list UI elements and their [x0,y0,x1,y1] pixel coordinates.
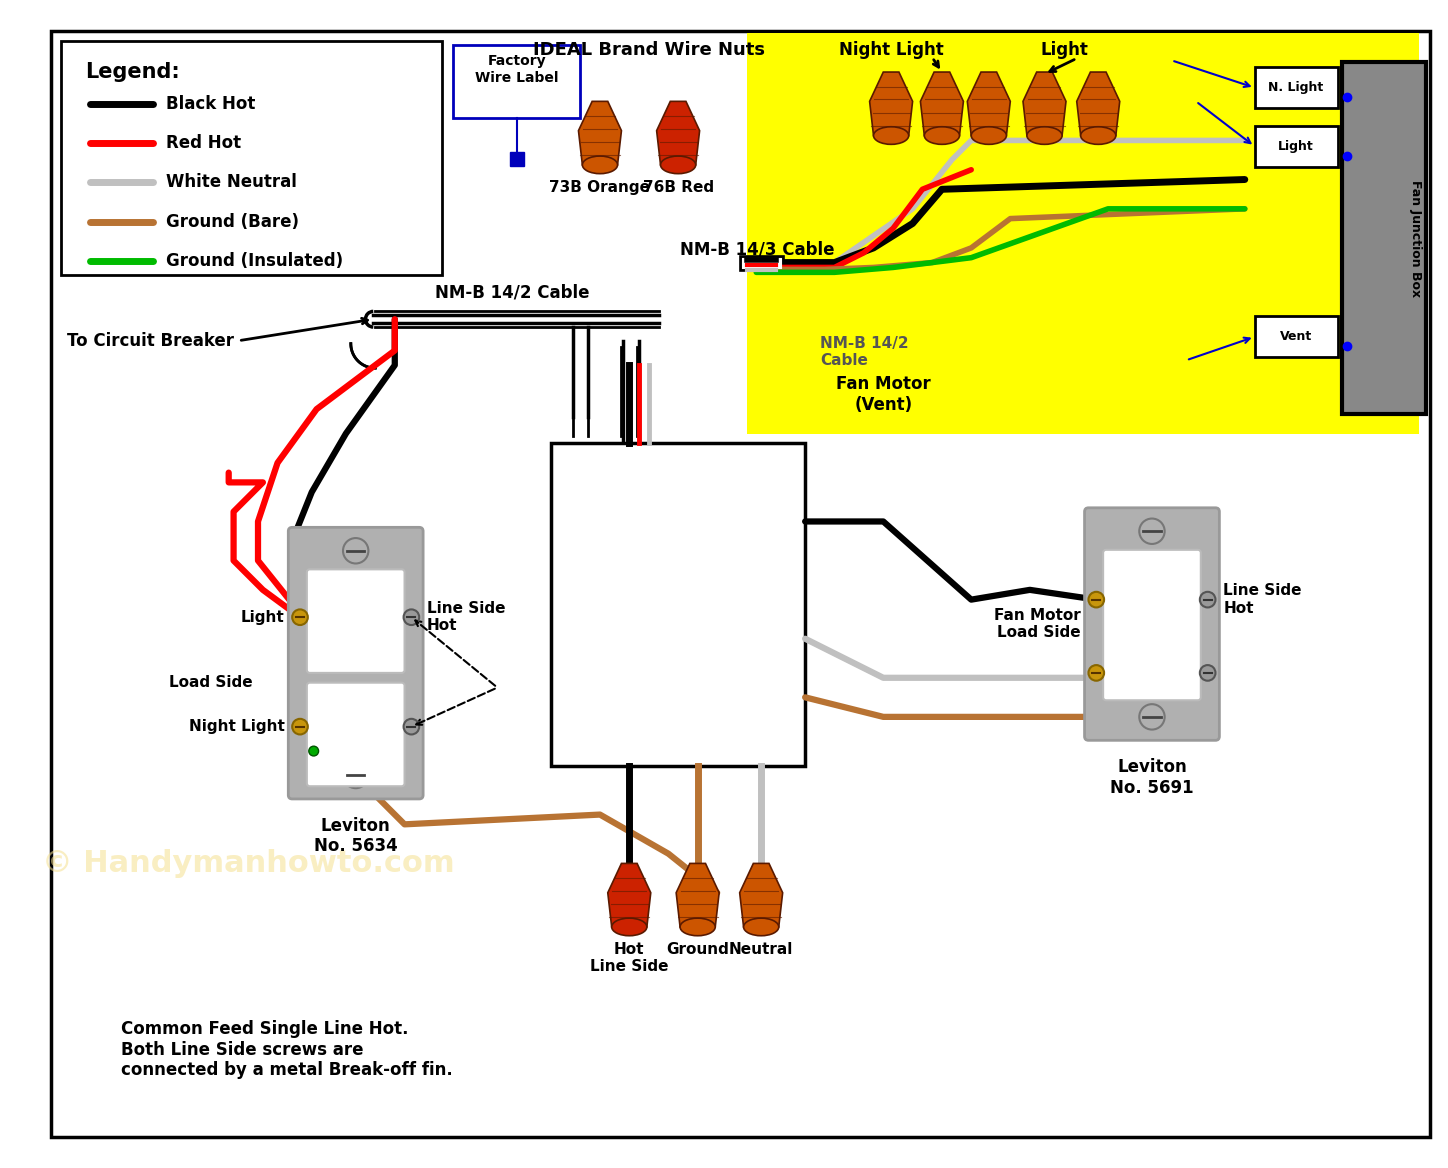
FancyBboxPatch shape [1254,317,1338,357]
Circle shape [1200,592,1215,607]
FancyBboxPatch shape [1085,508,1219,741]
Circle shape [308,746,319,756]
Text: Light: Light [1279,140,1313,153]
Text: Black Hot: Black Hot [167,96,255,113]
Ellipse shape [611,918,647,936]
Text: IDEAL Brand Wire Nuts: IDEAL Brand Wire Nuts [533,41,765,58]
FancyBboxPatch shape [61,41,442,276]
Polygon shape [1022,72,1066,135]
FancyBboxPatch shape [1254,126,1338,167]
FancyBboxPatch shape [510,152,524,166]
Text: Leviton
No. 5634: Leviton No. 5634 [314,816,398,855]
Text: Light: Light [1040,41,1087,58]
Text: NM-B 14/3 Cable: NM-B 14/3 Cable [681,241,834,259]
FancyBboxPatch shape [51,32,1431,1136]
Ellipse shape [582,157,617,174]
Text: N. Light: N. Light [1268,82,1323,95]
FancyBboxPatch shape [1103,550,1200,701]
Circle shape [1140,519,1164,544]
Ellipse shape [1027,127,1061,145]
Circle shape [292,610,308,625]
Text: Line Side
Hot: Line Side Hot [1224,584,1302,616]
Text: Factory
Wire Label: Factory Wire Label [475,55,559,84]
Polygon shape [921,72,963,135]
Text: Red Hot: Red Hot [167,134,242,152]
Text: Legend:: Legend: [85,62,180,82]
FancyBboxPatch shape [307,569,404,673]
Circle shape [404,718,420,735]
Circle shape [404,610,420,625]
Ellipse shape [681,918,715,936]
FancyBboxPatch shape [1342,62,1425,413]
Text: Vent: Vent [1280,331,1312,343]
Text: © Handymanhowto.com: © Handymanhowto.com [42,849,455,878]
Ellipse shape [972,127,1006,145]
Text: 73B Orange: 73B Orange [549,180,650,195]
Polygon shape [676,863,720,927]
Text: Fan Junction Box: Fan Junction Box [1409,180,1422,297]
Ellipse shape [873,127,909,145]
Text: Ground (Insulated): Ground (Insulated) [167,251,343,270]
Text: Hot
Line Side: Hot Line Side [589,941,669,974]
Text: Neutral: Neutral [728,941,794,957]
Text: White Neutral: White Neutral [167,174,297,192]
Text: To Circuit Breaker: To Circuit Breaker [67,332,233,349]
FancyBboxPatch shape [307,682,404,786]
Text: Load Side: Load Side [169,675,253,690]
FancyBboxPatch shape [1254,68,1338,109]
Ellipse shape [924,127,960,145]
FancyBboxPatch shape [453,44,581,118]
Text: Ground (Bare): Ground (Bare) [167,213,300,230]
Polygon shape [656,102,699,165]
FancyBboxPatch shape [552,444,805,766]
Polygon shape [608,863,650,927]
Text: Fan Motor
Load Side: Fan Motor Load Side [993,607,1080,640]
Text: Fan Motor
(Vent): Fan Motor (Vent) [835,375,931,413]
Circle shape [1200,665,1215,681]
Text: Common Feed Single Line Hot.
Both Line Side screws are
connected by a metal Brea: Common Feed Single Line Hot. Both Line S… [122,1020,453,1079]
Text: 76B Red: 76B Red [643,180,714,195]
Circle shape [1140,704,1164,730]
FancyBboxPatch shape [747,33,1419,433]
Ellipse shape [744,918,779,936]
Polygon shape [870,72,912,135]
Text: Night Light: Night Light [838,41,944,58]
Circle shape [343,763,368,788]
Polygon shape [740,863,783,927]
Circle shape [1089,665,1103,681]
Text: Leviton
No. 5691: Leviton No. 5691 [1111,758,1193,797]
Circle shape [1089,592,1103,607]
Ellipse shape [660,157,695,174]
Text: Night Light: Night Light [188,719,284,735]
Circle shape [292,718,308,735]
Polygon shape [967,72,1011,135]
Text: NM-B 14/2
Cable: NM-B 14/2 Cable [820,336,908,368]
Text: Light: Light [240,610,284,625]
Text: Ground: Ground [666,941,730,957]
Ellipse shape [1080,127,1116,145]
Polygon shape [578,102,621,165]
Text: Line Side
Hot: Line Side Hot [427,602,505,633]
Polygon shape [1077,72,1119,135]
Text: NM-B 14/2 Cable: NM-B 14/2 Cable [434,284,589,301]
FancyBboxPatch shape [288,527,423,799]
Circle shape [343,538,368,563]
